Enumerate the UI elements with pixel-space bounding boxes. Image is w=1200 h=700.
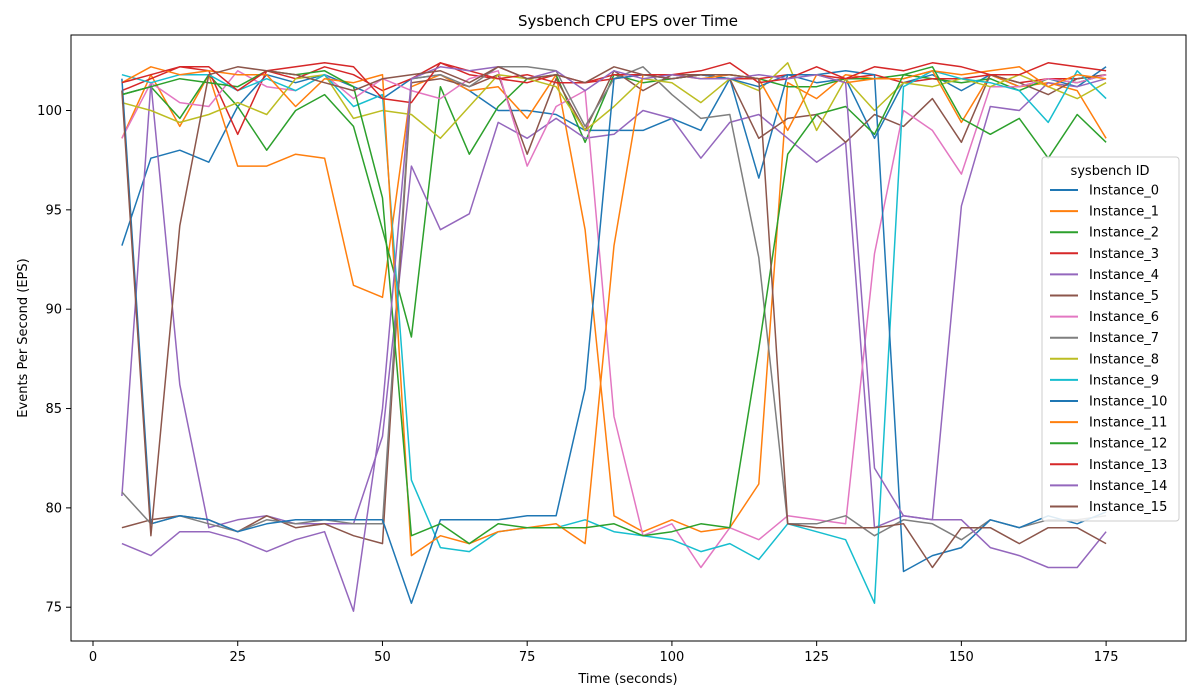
series-line-instance-1 xyxy=(121,70,1107,533)
series-line-instance-0 xyxy=(121,66,1107,246)
legend-title: sysbench ID xyxy=(1070,164,1149,179)
y-tick-label: 85 xyxy=(45,402,62,417)
y-tick-label: 100 xyxy=(37,104,62,119)
legend-label: Instance_13 xyxy=(1089,458,1167,473)
legend-items: Instance_0 Instance_1 Instance_2 Instance_3… xyxy=(1050,184,1167,515)
x-tick-label: 175 xyxy=(1094,650,1119,665)
series-line-instance-9 xyxy=(121,70,1107,604)
legend-label: Instance_2 xyxy=(1089,226,1159,241)
y-axis: 75 80 85 90 95 100 xyxy=(37,104,71,616)
x-axis-title: Time (seconds) xyxy=(577,672,677,687)
x-tick-label: 125 xyxy=(804,650,829,665)
y-tick-label: 90 xyxy=(45,303,62,318)
y-axis-title: Events Per Second (EPS) xyxy=(16,258,31,417)
x-tick-label: 75 xyxy=(519,650,536,665)
legend-label: Instance_7 xyxy=(1089,331,1159,346)
plot-lines xyxy=(121,62,1107,612)
legend-label: Instance_9 xyxy=(1089,373,1159,388)
y-tick-label: 75 xyxy=(45,601,62,616)
x-tick-label: 150 xyxy=(949,650,974,665)
series-line-instance-13 xyxy=(121,62,1107,104)
legend-label: Instance_5 xyxy=(1089,289,1159,304)
legend-label: Instance_15 xyxy=(1089,500,1167,515)
series-line-instance-15 xyxy=(121,66,1107,569)
legend-box xyxy=(1041,156,1180,522)
series-line-instance-3 xyxy=(121,62,1107,136)
legend-label: Instance_10 xyxy=(1089,395,1167,410)
legend-label: Instance_1 xyxy=(1089,205,1159,220)
y-tick-label: 95 xyxy=(45,203,62,218)
y-tick-label: 80 xyxy=(45,501,62,516)
legend-label: Instance_0 xyxy=(1089,184,1159,199)
legend-label: Instance_12 xyxy=(1089,437,1167,452)
legend-label: Instance_3 xyxy=(1089,247,1159,262)
legend-label: Instance_14 xyxy=(1089,479,1167,494)
x-tick-label: 50 xyxy=(374,650,391,665)
legend-label: Instance_6 xyxy=(1089,310,1159,325)
series-line-instance-11 xyxy=(121,66,1107,557)
legend-label: Instance_8 xyxy=(1089,352,1159,367)
series-line-instance-10 xyxy=(121,70,1107,604)
x-tick-label: 0 xyxy=(89,650,97,665)
plot-frame xyxy=(70,34,1187,642)
series-line-instance-14 xyxy=(121,66,1107,612)
x-tick-label: 100 xyxy=(660,650,685,665)
series-line-instance-5 xyxy=(121,70,1107,545)
x-tick-label: 25 xyxy=(229,650,246,665)
legend: sysbench ID Instance_0Instance_1Instance… xyxy=(1041,156,1180,522)
x-axis: 0 25 50 75 100 125 150 175 xyxy=(89,641,1119,665)
legend-label: Instance_11 xyxy=(1089,416,1167,431)
series-line-instance-6 xyxy=(121,70,1107,569)
legend-label: Instance_4 xyxy=(1089,268,1159,283)
chart-title: Sysbench CPU EPS over Time xyxy=(518,12,738,30)
